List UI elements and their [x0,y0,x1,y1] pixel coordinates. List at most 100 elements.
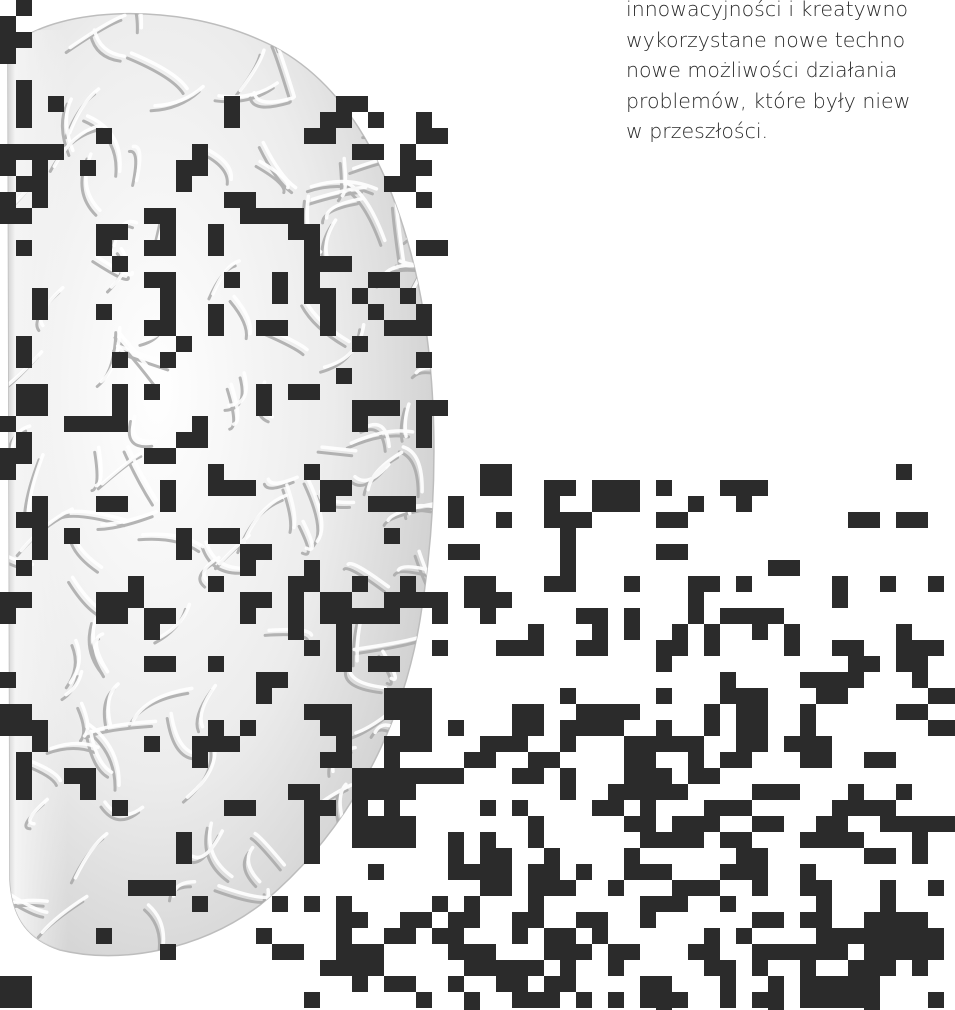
pixel-square [304,128,320,144]
pixel-square [880,800,896,816]
brain-fold [385,126,417,142]
brain-highlight [27,758,63,783]
pixel-square [464,944,480,960]
pixel-square [400,704,416,720]
brain-highlight [261,140,298,190]
pixel-square [912,640,928,656]
pixel-square [800,672,816,688]
pixel-square [240,208,256,224]
pixel-square [720,752,736,768]
pixel-square [608,944,624,960]
pixel-square [656,480,672,496]
pixel-square [800,832,816,848]
pixel-square [640,864,656,880]
pixel-square [112,224,128,240]
pixel-square [528,864,544,880]
pixel-square [896,944,912,960]
brain-highlight [94,445,103,488]
brain-fold [382,507,433,527]
pixel-square [544,944,560,960]
pixel-square [352,960,368,976]
pixel-square [336,656,352,672]
pixel-square [480,960,496,976]
brain-highlight [85,114,122,174]
pixel-square [208,224,224,240]
pixel-square [144,208,160,224]
pixel-square [704,944,720,960]
pixel-square [80,416,96,432]
pixel-square [192,896,208,912]
pixel-square [192,752,208,768]
pixel-square [352,400,368,416]
brain-highlight [320,445,358,453]
pixel-square [736,704,752,720]
pixel-square [528,896,544,912]
brain-highlight [285,483,297,530]
pixel-square [304,272,320,288]
pixel-square [320,256,336,272]
pixel-square [336,96,352,112]
brain-fold [270,45,292,104]
brain-fold [343,670,383,695]
pixel-square [752,864,768,880]
pixel-square [224,800,240,816]
pixel-square [352,96,368,112]
brain-fold [64,18,123,54]
pixel-square [896,912,912,928]
pixel-square [688,768,704,784]
pixel-square [192,144,208,160]
pixel-square [336,752,352,768]
pixel-square [368,112,384,128]
pixel-square [320,304,336,320]
pixel-square [816,736,832,752]
pixel-square [528,624,544,640]
pixel-square [176,544,192,560]
pixel-square [512,912,528,928]
pixel-square [0,464,16,480]
pixel-square [160,880,176,896]
paragraph-line: problemów, które były niew [626,88,911,113]
pixel-square [880,912,896,928]
brain-highlight [28,797,49,826]
brain-highlight [381,842,415,886]
pixel-square [832,992,848,1008]
pixel-square [368,608,384,624]
pixel-square [400,320,416,336]
pixel-square [800,992,816,1008]
pixel-square [832,688,848,704]
pixel-square [640,832,656,848]
pixel-square [560,784,576,800]
pixel-square [32,544,48,560]
brain-highlight [329,874,356,897]
pixel-square [624,624,640,640]
pixel-square [528,992,544,1008]
pixel-square [816,880,832,896]
brain-highlight [253,831,287,867]
pixel-square [320,720,336,736]
pixel-square [528,752,544,768]
pixel-square [96,416,112,432]
pixel-square [528,768,544,784]
pixel-square [336,736,352,752]
pixel-square [496,880,512,896]
pixel-square [912,944,928,960]
pixel-square [752,848,768,864]
pixel-square [176,336,192,352]
pixel-square [512,704,528,720]
pixel-square [592,608,608,624]
pixel-square [320,960,336,976]
pixel-square [96,592,112,608]
brain-fold [126,56,185,95]
pixel-square [144,624,160,640]
brain-fold [228,300,248,341]
pixel-square [208,656,224,672]
pixel-square [240,720,256,736]
pixel-square [0,448,16,464]
pixel-square [400,976,416,992]
pixel-square [816,944,832,960]
pixel-square [352,144,368,160]
pixel-square [512,768,528,784]
body-paragraph: innowacyjności i kreatywno wykorzystane … [626,0,955,147]
pixel-square [288,224,304,240]
pixel-square [752,624,768,640]
